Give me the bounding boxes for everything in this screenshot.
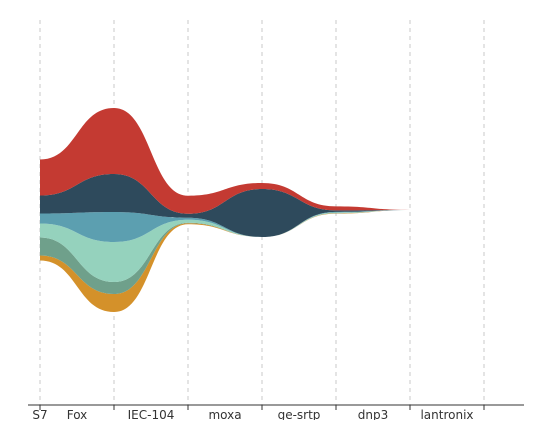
x-tick-label-iec-104: IEC-104	[128, 408, 175, 420]
stream-layer-3[interactable]	[40, 210, 484, 282]
stream-layer-4[interactable]	[40, 210, 484, 242]
x-tick-label-s7: S7	[32, 408, 47, 420]
x-tick-label-lantronix: lantronix	[420, 408, 473, 420]
x-tick-label-dnp3: dnp3	[358, 408, 388, 420]
streams	[40, 108, 484, 312]
x-tick-label-ge-srtp: ge-srtp	[278, 408, 321, 420]
x-tick-label-moxa: moxa	[208, 408, 241, 420]
x-tick-label-fox: Fox	[67, 408, 88, 420]
stream-layer-5[interactable]	[40, 174, 484, 237]
x-axis: S7 Fox IEC-104 moxa ge-srtp dnp3 lantronix	[28, 404, 524, 422]
stream-layer-6[interactable]	[40, 108, 484, 214]
